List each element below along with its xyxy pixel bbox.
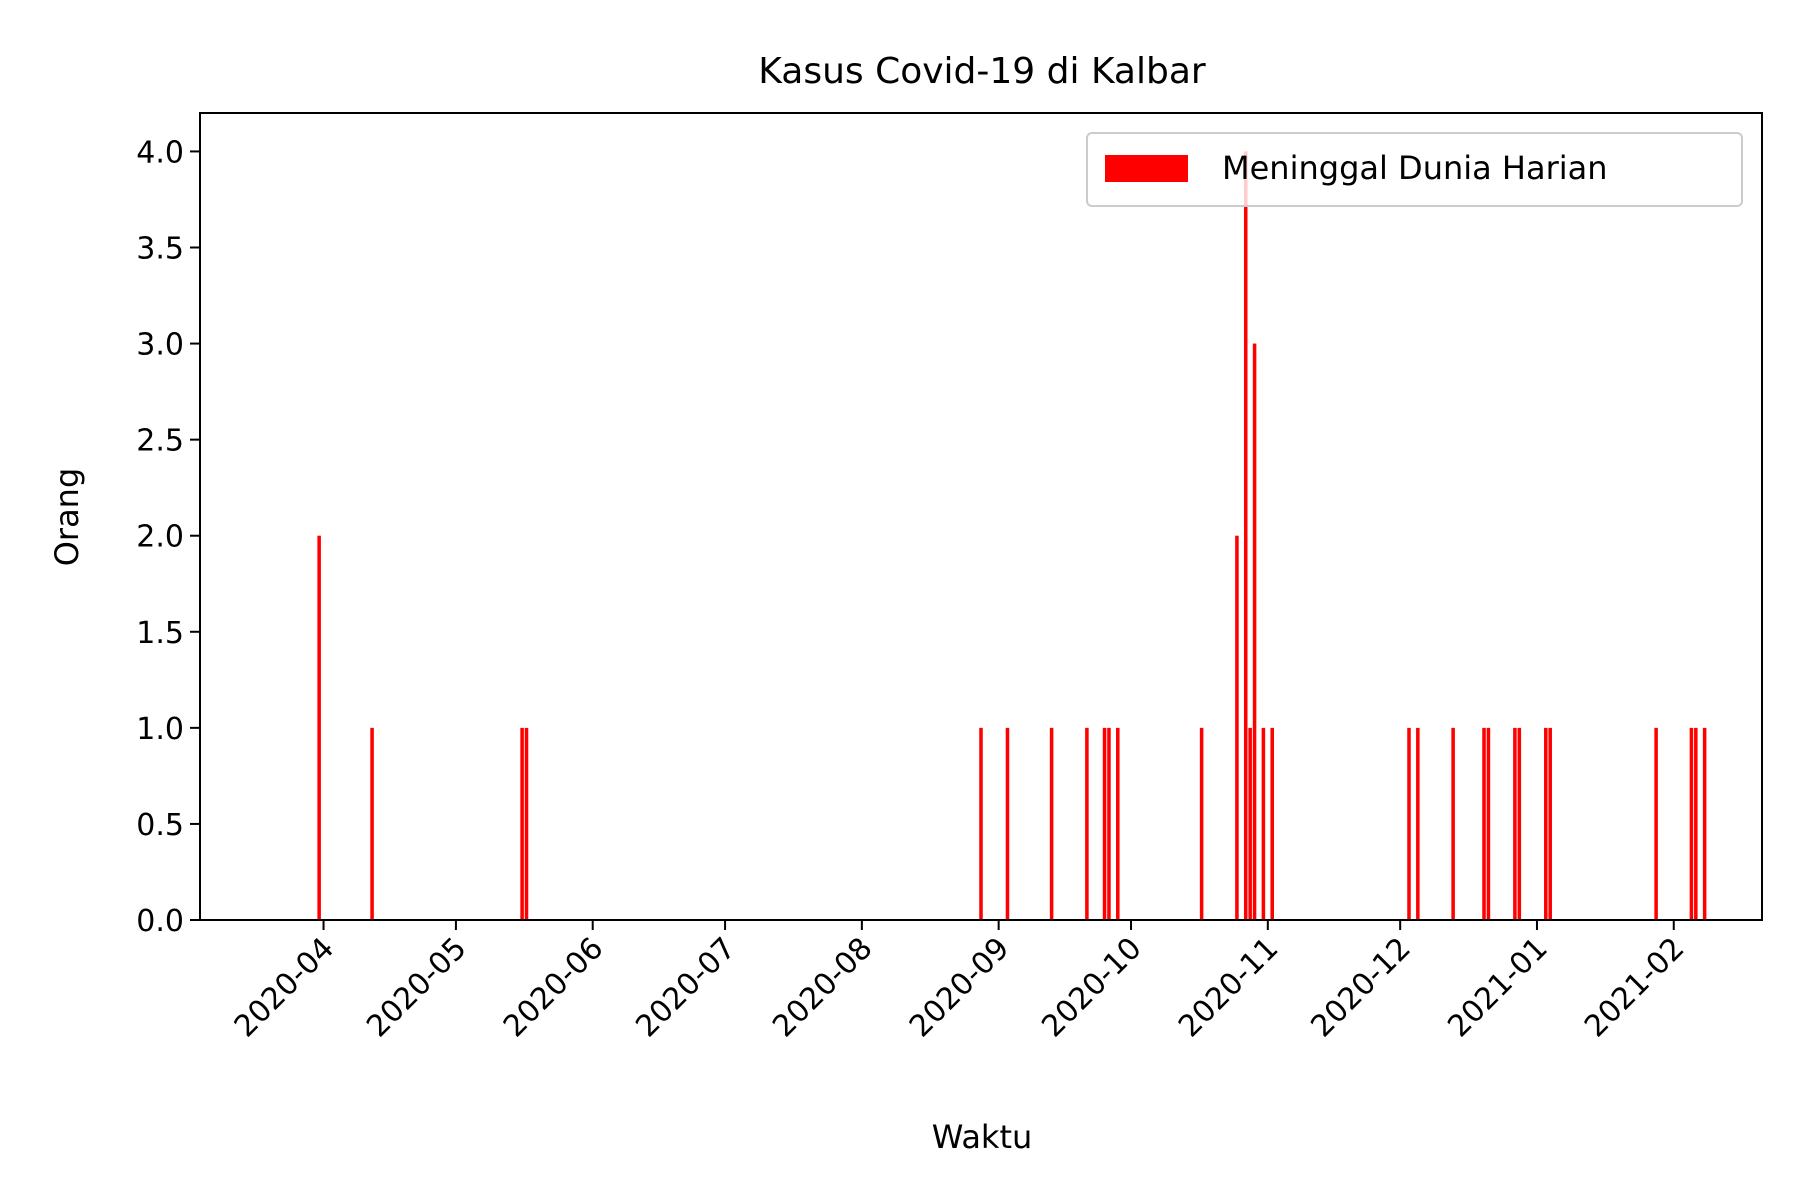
bar <box>1486 727 1491 920</box>
bar <box>370 727 374 920</box>
bar <box>1235 535 1239 920</box>
y-tick-label: 1.0 <box>136 712 184 747</box>
bar <box>1261 727 1266 920</box>
bar <box>1654 727 1658 920</box>
bar <box>520 727 524 920</box>
y-tick-label: 4.0 <box>136 135 184 170</box>
bar <box>1270 727 1274 920</box>
legend: Meninggal Dunia Harian <box>1086 132 1743 207</box>
bar <box>524 727 529 920</box>
legend-label: Meninggal Dunia Harian <box>1222 149 1608 187</box>
bar <box>1116 727 1120 920</box>
bars <box>317 151 1707 920</box>
bar <box>1702 727 1707 920</box>
bar <box>1482 727 1486 920</box>
bar <box>1451 727 1455 920</box>
y-tick-label: 0.5 <box>136 808 184 843</box>
bar <box>1102 727 1107 920</box>
bar <box>1513 727 1517 920</box>
bar <box>1694 727 1698 920</box>
y-tick-label: 2.5 <box>136 424 184 459</box>
bar <box>1243 151 1248 920</box>
bar <box>1085 727 1089 920</box>
bar <box>1416 727 1420 920</box>
y-tick-label: 3.5 <box>136 232 184 267</box>
y-tick-label: 2.0 <box>136 520 184 555</box>
bar <box>1517 727 1522 920</box>
y-tick-label: 1.5 <box>136 616 184 651</box>
bar <box>1005 727 1010 920</box>
bar <box>1248 727 1252 920</box>
bar <box>979 727 983 920</box>
y-axis-label: Orang <box>48 468 86 567</box>
x-axis-label: Waktu <box>932 1118 1033 1156</box>
bar <box>1049 727 1054 920</box>
bar <box>1544 727 1548 920</box>
plot-frame <box>199 112 1763 921</box>
bar <box>1252 343 1257 920</box>
legend-swatch <box>1105 155 1188 182</box>
bar <box>1107 727 1111 920</box>
chart-title: Kasus Covid-19 di Kalbar <box>758 51 1206 92</box>
bar <box>317 535 321 920</box>
bar <box>1548 727 1552 920</box>
bar <box>1407 727 1411 920</box>
y-tick-label: 3.0 <box>136 328 184 363</box>
bar <box>1199 727 1204 920</box>
y-tick-label: 0.0 <box>136 904 184 939</box>
legend-box <box>1086 132 1743 207</box>
bar <box>1689 727 1694 920</box>
y-axis: 0.0 0.5 1.0 1.5 2.0 2.5 3.0 3.5 4.0 <box>136 135 200 939</box>
